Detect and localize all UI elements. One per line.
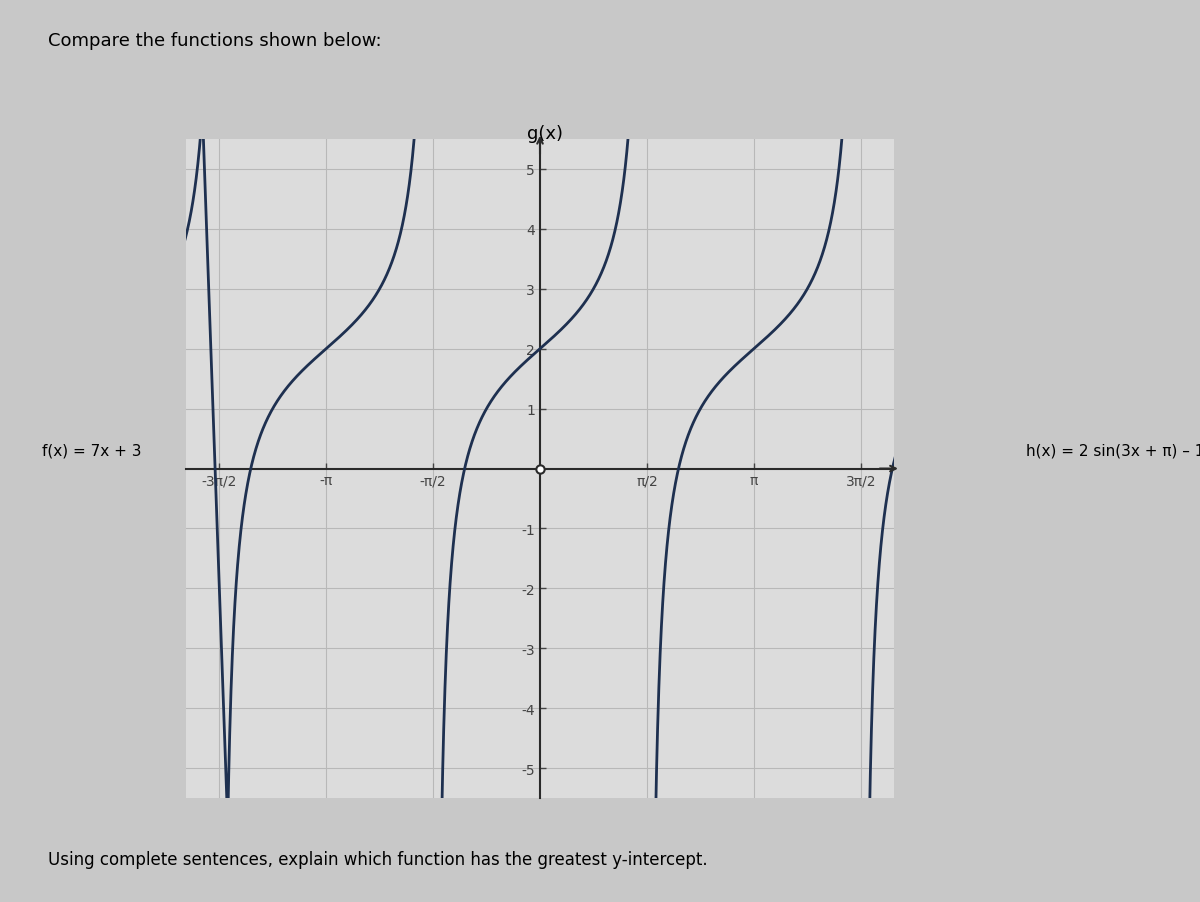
Text: g(x): g(x): [528, 124, 564, 143]
Text: h(x) = 2 sin(3x + π) – 1: h(x) = 2 sin(3x + π) – 1: [1026, 444, 1200, 458]
Text: f(x) = 7x + 3: f(x) = 7x + 3: [42, 444, 142, 458]
Text: Compare the functions shown below:: Compare the functions shown below:: [48, 32, 382, 50]
Text: Using complete sentences, explain which function has the greatest y-intercept.: Using complete sentences, explain which …: [48, 850, 708, 868]
